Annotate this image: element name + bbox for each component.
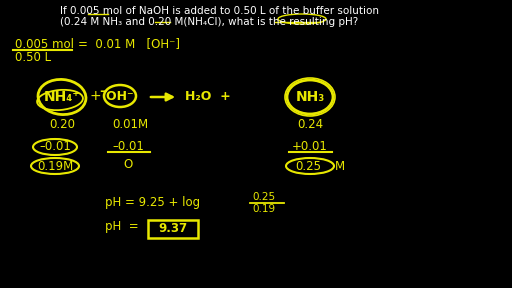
Text: H₂O  +: H₂O + <box>185 90 231 103</box>
Text: 0.25: 0.25 <box>295 160 321 173</box>
Text: 0.19: 0.19 <box>252 204 275 214</box>
Text: 0.005 mol: 0.005 mol <box>15 38 74 51</box>
Text: 0.25: 0.25 <box>252 192 275 202</box>
Text: M: M <box>335 160 345 173</box>
Text: –0.01: –0.01 <box>112 140 144 153</box>
Text: 0.50 L: 0.50 L <box>15 51 51 64</box>
Text: +0.01: +0.01 <box>292 140 328 153</box>
Text: 0.24: 0.24 <box>297 118 323 131</box>
Text: =  0.01 M   [OH⁻]: = 0.01 M [OH⁻] <box>78 37 180 50</box>
Text: –0.01: –0.01 <box>39 141 71 154</box>
Text: 0.01M: 0.01M <box>112 118 148 131</box>
Text: pH = 9.25 + log: pH = 9.25 + log <box>105 196 200 209</box>
Text: If 0.005 mol of NaOH is added to 0.50 L of the buffer solution: If 0.005 mol of NaOH is added to 0.50 L … <box>60 6 379 16</box>
Text: 0.19M: 0.19M <box>37 160 73 173</box>
Bar <box>148 220 198 238</box>
Text: +: + <box>89 89 101 103</box>
Text: pH  =: pH = <box>105 220 139 233</box>
Text: NH₃: NH₃ <box>295 90 325 104</box>
Text: 0.20: 0.20 <box>49 118 75 131</box>
Text: NH₄⁺: NH₄⁺ <box>44 90 80 104</box>
Text: ̅OH⁻: ̅OH⁻ <box>106 90 134 103</box>
Text: O: O <box>123 158 133 171</box>
Text: (0.24 M NH₃ and 0.20 M(NH₄Cl), what is the resulting pH?: (0.24 M NH₃ and 0.20 M(NH₄Cl), what is t… <box>60 17 358 27</box>
Text: 9.37: 9.37 <box>158 223 187 236</box>
